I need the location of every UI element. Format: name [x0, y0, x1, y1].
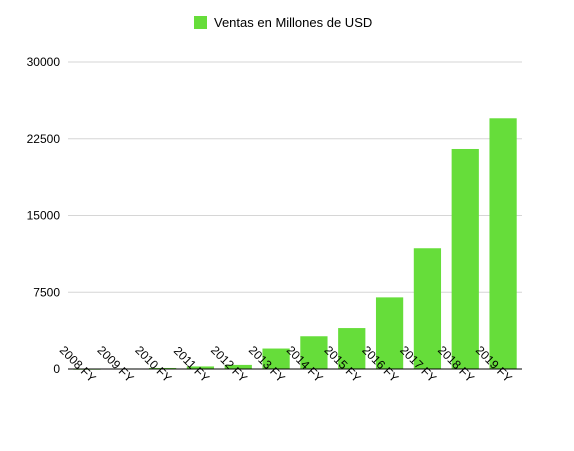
y-tick-label: 0 — [53, 362, 60, 376]
y-axis-tick-labels: 0 7500 15000 22500 30000 — [27, 55, 61, 376]
bar-2012-fy — [224, 364, 252, 369]
bar-2016-fy — [375, 297, 404, 369]
bar-2010-fy — [148, 367, 177, 369]
gridlines — [68, 61, 522, 293]
y-tick-label: 22500 — [27, 132, 61, 146]
y-tick-label: 15000 — [27, 209, 61, 223]
bars — [73, 118, 517, 370]
x-tick-label: 2010 FY — [132, 343, 174, 385]
legend: Ventas en Millones de USD — [194, 15, 372, 30]
x-tick-label: 2009 FY — [95, 343, 137, 385]
bar-2013-fy — [262, 348, 290, 369]
x-tick-label: 2011 FY — [171, 344, 212, 385]
x-tick-label: 2012 FY — [208, 343, 250, 385]
y-tick-label: 7500 — [33, 285, 60, 299]
legend-swatch — [194, 16, 207, 29]
legend-label: Ventas en Millones de USD — [214, 15, 372, 30]
y-tick-label: 30000 — [27, 55, 61, 69]
bar-2015-fy — [338, 328, 366, 369]
bar-2011-fy — [186, 366, 215, 369]
x-tick-label: 2008 FY — [57, 343, 99, 385]
bar-2014-fy — [300, 336, 328, 369]
bar-2018-fy — [451, 148, 479, 369]
bar-2017-fy — [413, 248, 442, 369]
bar-2019-fy — [489, 118, 517, 370]
